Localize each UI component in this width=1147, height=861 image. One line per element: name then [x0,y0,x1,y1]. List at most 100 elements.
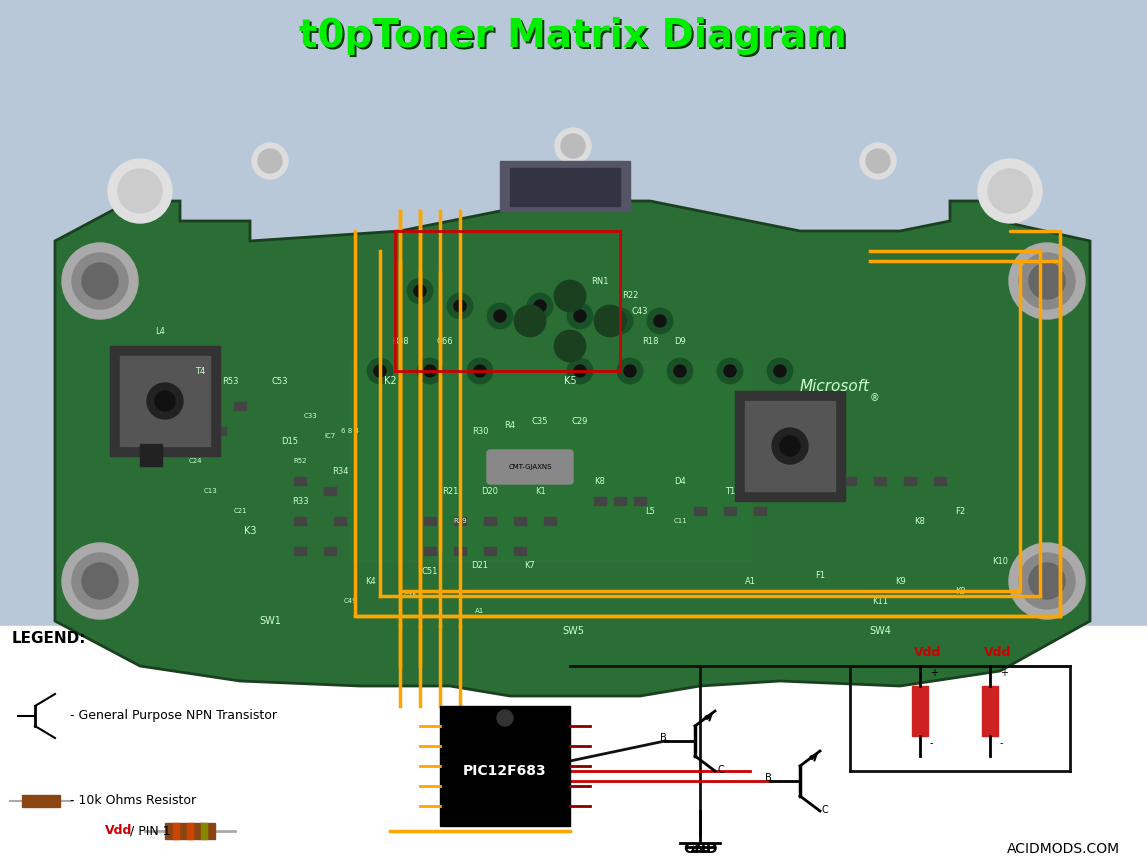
Circle shape [668,359,692,383]
Bar [194,437,206,445]
Text: C33: C33 [303,413,317,419]
Text: R33: R33 [291,497,309,505]
Text: C13: C13 [203,488,217,494]
Bar [194,407,206,415]
Text: D20: D20 [482,486,499,495]
Circle shape [774,365,786,377]
Circle shape [718,359,742,383]
Circle shape [988,169,1032,213]
Text: C75: C75 [404,593,416,599]
Text: R38: R38 [391,337,408,345]
Bar [904,477,916,485]
Bar [120,356,210,446]
Circle shape [555,281,585,311]
Circle shape [528,294,552,318]
Circle shape [866,149,890,173]
Circle shape [72,253,128,309]
Text: A1: A1 [475,608,485,614]
Bar [323,487,336,495]
Circle shape [448,294,473,318]
Text: LEGEND:: LEGEND: [11,631,86,646]
Text: R18: R18 [642,337,658,345]
Bar [614,497,626,505]
Circle shape [724,365,736,377]
Text: C: C [717,765,724,775]
Text: CMT-GJAXNS: CMT-GJAXNS [508,464,552,470]
Circle shape [648,309,672,333]
Circle shape [614,315,626,327]
Circle shape [978,159,1041,223]
Text: - 10k Ohms Resistor: - 10k Ohms Resistor [70,795,196,808]
Text: R4: R4 [505,422,515,430]
Circle shape [860,143,896,179]
Text: SW1: SW1 [259,616,281,626]
Bar [694,507,707,515]
Text: R21: R21 [442,486,458,495]
Text: -: - [930,738,934,748]
Bar [424,517,436,525]
Bar [544,517,556,525]
Polygon shape [55,201,1090,696]
Circle shape [1029,563,1066,599]
Bar [510,168,621,206]
Text: 6 8 4: 6 8 4 [341,428,359,434]
Text: K9: K9 [895,577,905,585]
Text: K8: K8 [594,476,606,486]
Text: R34: R34 [331,467,349,475]
Circle shape [418,359,442,383]
Circle shape [574,310,586,322]
Circle shape [568,304,592,328]
Text: R30: R30 [471,426,489,436]
Bar [0,626,1147,861]
Text: F1: F1 [814,572,825,580]
Text: D21: D21 [471,561,489,571]
Text: Microsoft: Microsoft [799,379,871,394]
Text: C24: C24 [188,458,202,464]
Bar [934,477,946,485]
Text: ACIDMODS.COM: ACIDMODS.COM [1007,842,1119,856]
Bar [140,444,162,466]
Bar [110,346,220,456]
Circle shape [772,428,807,464]
Text: K5: K5 [563,376,576,386]
Circle shape [555,331,585,361]
Bar [724,507,736,515]
Text: D4: D4 [674,476,686,486]
Text: K10: K10 [992,556,1008,566]
Bar [440,706,570,826]
Text: C: C [822,805,829,815]
Bar [754,507,766,515]
Text: K9: K9 [954,586,966,596]
Text: B: B [660,733,666,743]
Bar [165,823,214,839]
Text: L5: L5 [645,506,655,516]
Circle shape [574,365,586,377]
Text: K1: K1 [535,486,545,495]
Text: t0pToner Matrix Diagram: t0pToner Matrix Diagram [299,17,846,55]
Text: SW4: SW4 [869,626,891,636]
Circle shape [155,391,175,411]
Text: Vdd: Vdd [106,825,132,838]
Text: D9: D9 [674,337,686,345]
Text: K11: K11 [872,597,888,605]
Bar [500,161,630,211]
Bar [844,477,856,485]
Bar [294,517,306,525]
Text: D15: D15 [281,437,298,445]
Circle shape [624,365,635,377]
Bar [912,686,928,736]
Text: C35: C35 [532,417,548,425]
Circle shape [555,128,591,164]
Circle shape [252,143,288,179]
Text: K8: K8 [914,517,926,525]
Text: F2: F2 [955,506,965,516]
Circle shape [1019,553,1075,609]
Circle shape [768,359,791,383]
Text: Vdd: Vdd [914,646,942,659]
Circle shape [654,315,666,327]
Bar [201,823,206,839]
Circle shape [1029,263,1066,299]
Bar [514,547,526,555]
Bar [187,823,193,839]
Circle shape [561,134,585,158]
